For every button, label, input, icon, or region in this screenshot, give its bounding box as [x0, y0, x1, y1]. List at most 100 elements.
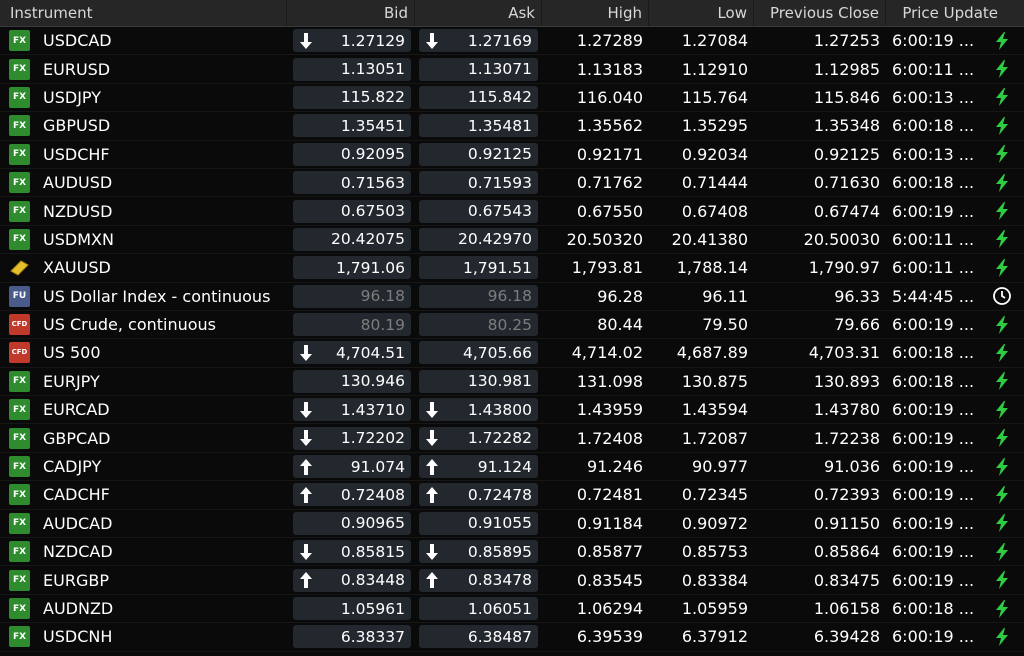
bid-price[interactable]: 80.19: [287, 313, 415, 337]
ask-price-box[interactable]: 130.981: [419, 369, 538, 393]
bid-price-box[interactable]: 4,704.51: [293, 341, 411, 365]
bid-price-box[interactable]: 91.074: [293, 455, 411, 479]
ask-price[interactable]: 4,705.66: [415, 341, 542, 365]
ask-price-box[interactable]: 4,705.66: [419, 341, 538, 365]
ask-price-box[interactable]: 0.67543: [419, 199, 538, 223]
ask-price[interactable]: 0.67543: [415, 199, 542, 223]
table-row[interactable]: FX USDCAD 1.27129 1.27169 1.27289 1.27084 1.27…: [0, 27, 1024, 56]
bid-price[interactable]: 20.42075: [287, 227, 415, 251]
bid-price[interactable]: 1.35451: [287, 114, 415, 138]
ask-price-box[interactable]: 0.92125: [419, 142, 538, 166]
instrument-cell[interactable]: FX USDJPY: [0, 86, 287, 108]
ask-price[interactable]: 1.13071: [415, 57, 542, 81]
bid-price-box[interactable]: 0.71563: [293, 171, 411, 195]
ask-price-box[interactable]: 1.43800: [419, 398, 538, 422]
instrument-cell[interactable]: FX GBPCAD: [0, 427, 287, 449]
column-header-previous-close[interactable]: Previous Close: [754, 0, 886, 26]
bid-price[interactable]: 0.67503: [287, 199, 415, 223]
instrument-cell[interactable]: FX USDCNH: [0, 626, 287, 648]
ask-price-box[interactable]: 20.42970: [419, 227, 538, 251]
bid-price[interactable]: 0.71563: [287, 171, 415, 195]
table-row[interactable]: FX AUDUSD 0.71563 0.71593 0.71762 0.71444 0.71…: [0, 169, 1024, 198]
table-row[interactable]: FX EURJPY 130.946 130.981 131.098 130.875 130.…: [0, 368, 1024, 397]
table-row[interactable]: FX USDMXN 20.42075 20.42970 20.50320 20.41380…: [0, 226, 1024, 255]
instrument-cell[interactable]: FX EURGBP: [0, 569, 287, 591]
bid-price[interactable]: 1.13051: [287, 57, 415, 81]
instrument-cell[interactable]: FX USDCAD: [0, 30, 287, 52]
ask-price-box[interactable]: 0.91055: [419, 511, 538, 535]
table-row[interactable]: FX NZDCAD 0.85815 0.85895 0.85877 0.85753 0.85…: [0, 538, 1024, 567]
ask-price-box[interactable]: 1.72282: [419, 426, 538, 450]
bid-price[interactable]: 91.074: [287, 455, 415, 479]
bid-price[interactable]: 1.05961: [287, 597, 415, 620]
bid-price[interactable]: 1.43710: [287, 398, 415, 422]
ask-price-box[interactable]: 0.71593: [419, 171, 538, 195]
bid-price-box[interactable]: 1.43710: [293, 398, 411, 422]
bid-price-box[interactable]: 1.35451: [293, 114, 411, 138]
ask-price-box[interactable]: 6.38487: [419, 625, 538, 649]
instrument-cell[interactable]: FX EURUSD: [0, 58, 287, 80]
bid-price-box[interactable]: 1.05961: [293, 597, 411, 620]
ask-price-box[interactable]: 1.27169: [419, 29, 538, 53]
bid-price-box[interactable]: 96.18: [293, 284, 411, 308]
table-row[interactable]: FX NZDUSD 0.67503 0.67543 0.67550 0.67408 0.67…: [0, 197, 1024, 226]
bid-price[interactable]: 0.85815: [287, 540, 415, 564]
instrument-cell[interactable]: FX CADCHF: [0, 484, 287, 506]
ask-price-box[interactable]: 115.842: [419, 85, 538, 109]
bid-price-box[interactable]: 0.85815: [293, 540, 411, 564]
bid-price-box[interactable]: 0.83448: [293, 568, 411, 592]
column-header-high[interactable]: High: [542, 0, 649, 26]
ask-price[interactable]: 115.842: [415, 85, 542, 109]
ask-price[interactable]: 1,791.51: [415, 256, 542, 280]
bid-price[interactable]: 1.27129: [287, 29, 415, 53]
table-row[interactable]: FX CADCHF 0.72408 0.72478 0.72481 0.72345 0.72…: [0, 481, 1024, 510]
ask-price[interactable]: 1.43800: [415, 398, 542, 422]
table-row[interactable]: FX EURUSD 1.13051 1.13071 1.13183 1.12910 1.12…: [0, 55, 1024, 84]
bid-price-box[interactable]: 1.72202: [293, 426, 411, 450]
ask-price[interactable]: 1.27169: [415, 29, 542, 53]
column-header-price-update[interactable]: Price Update: [902, 4, 998, 22]
bid-price[interactable]: 130.946: [287, 369, 415, 393]
bid-price-box[interactable]: 20.42075: [293, 227, 411, 251]
ask-price[interactable]: 91.124: [415, 455, 542, 479]
bid-price-box[interactable]: 80.19: [293, 313, 411, 337]
table-row[interactable]: FX GBPCAD 1.72202 1.72282 1.72408 1.72087 1.72…: [0, 424, 1024, 453]
instrument-cell[interactable]: XAUUSD: [0, 257, 287, 278]
table-row[interactable]: FX CADJPY 91.074 91.124 91.246 90.977 91.036 6:…: [0, 453, 1024, 482]
table-row[interactable]: XAUUSD 1,791.06 1,791.51 1,793.81 1,788.14 1,…: [0, 254, 1024, 283]
table-row[interactable]: FX GBPUSD 1.35451 1.35481 1.35562 1.35295 1.35…: [0, 112, 1024, 141]
ask-price[interactable]: 1.72282: [415, 426, 542, 450]
ask-price[interactable]: 80.25: [415, 313, 542, 337]
ask-price[interactable]: 0.72478: [415, 483, 542, 507]
ask-price[interactable]: 0.71593: [415, 171, 542, 195]
table-row[interactable]: FX EURGBP 0.83448 0.83478 0.83545 0.83384 0.83…: [0, 566, 1024, 595]
ask-price-box[interactable]: 91.124: [419, 455, 538, 479]
bid-price[interactable]: 0.72408: [287, 483, 415, 507]
instrument-cell[interactable]: FX GBPUSD: [0, 115, 287, 137]
bid-price-box[interactable]: 0.92095: [293, 142, 411, 166]
ask-price-box[interactable]: 0.85895: [419, 540, 538, 564]
ask-price-box[interactable]: 96.18: [419, 284, 538, 308]
bid-price[interactable]: 6.38337: [287, 625, 415, 649]
table-row[interactable]: CFD US 500 4,704.51 4,705.66 4,714.02 4,687.8…: [0, 339, 1024, 368]
bid-price-box[interactable]: 0.67503: [293, 199, 411, 223]
instrument-cell[interactable]: FX AUDNZD: [0, 598, 287, 619]
bid-price[interactable]: 0.92095: [287, 142, 415, 166]
instrument-cell[interactable]: FX USDMXN: [0, 228, 287, 250]
ask-price[interactable]: 0.91055: [415, 511, 542, 535]
instrument-cell[interactable]: FX NZDCAD: [0, 541, 287, 563]
table-row[interactable]: FX USDJPY 115.822 115.842 116.040 115.764 115.…: [0, 84, 1024, 113]
instrument-cell[interactable]: FX NZDUSD: [0, 200, 287, 222]
table-row[interactable]: FX EURCAD 1.43710 1.43800 1.43959 1.43594 1.43…: [0, 396, 1024, 425]
instrument-cell[interactable]: FX USDCHF: [0, 143, 287, 165]
bid-price[interactable]: 1.72202: [287, 426, 415, 450]
bid-price-box[interactable]: 1.13051: [293, 57, 411, 81]
table-row[interactable]: FX AUDCAD 0.90965 0.91055 0.91184 0.90972 0.91…: [0, 510, 1024, 539]
instrument-cell[interactable]: FX AUDCAD: [0, 512, 287, 534]
bid-price-box[interactable]: 1,791.06: [293, 256, 411, 280]
bid-price-box[interactable]: 115.822: [293, 85, 411, 109]
instrument-cell[interactable]: FU US Dollar Index - continuous: [0, 285, 287, 307]
ask-price[interactable]: 96.18: [415, 284, 542, 308]
instrument-cell[interactable]: CFD US 500: [0, 342, 287, 364]
instrument-cell[interactable]: FX EURJPY: [0, 370, 287, 392]
